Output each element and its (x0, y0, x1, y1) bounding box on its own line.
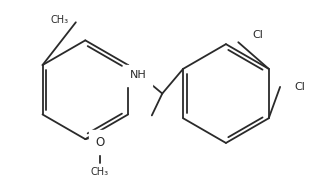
Text: O: O (95, 136, 104, 149)
Text: CH₃: CH₃ (90, 167, 109, 177)
Text: Cl: Cl (294, 82, 305, 92)
Text: NH: NH (130, 71, 147, 81)
Text: Cl: Cl (252, 30, 263, 40)
Text: CH₃: CH₃ (50, 15, 68, 25)
